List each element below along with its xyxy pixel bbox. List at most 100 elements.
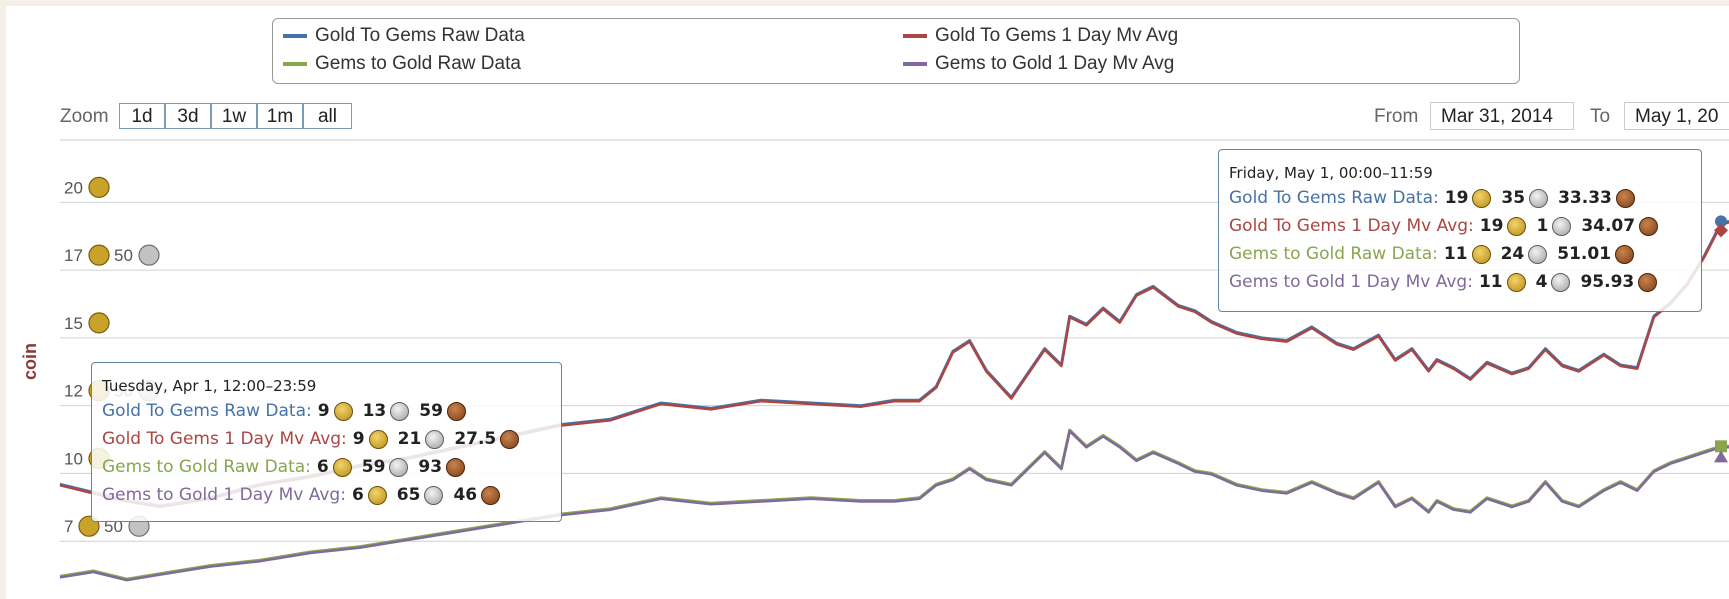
y-tick-label: 15 [64, 314, 83, 333]
gold-coin-icon [1471, 244, 1491, 264]
tooltip-row-label: Gems to Gold 1 Day Mv Avg: [1229, 272, 1473, 292]
silver-coin-icon [390, 401, 410, 421]
legend-swatch-gems-to-gold-avg [903, 62, 927, 66]
zoom-button-all[interactable]: all [303, 103, 352, 129]
from-date-input[interactable]: Mar 31, 2014 [1430, 102, 1574, 130]
tooltip-row-label: Gems to Gold Raw Data: [102, 457, 311, 477]
tooltip-silver-value: 24 [1500, 244, 1525, 264]
zoom-label: Zoom [60, 106, 109, 127]
y-tick-label: 17 [64, 246, 83, 265]
tooltip-copper-value: 46 [453, 485, 478, 505]
zoom-button-3d[interactable]: 3d [165, 103, 211, 129]
chart-legend: Gold To Gems Raw Data Gold To Gems 1 Day… [272, 18, 1520, 84]
copper-coin-icon [1615, 244, 1635, 264]
tooltip-row-gold-to-gems-avg: Gold To Gems 1 Day Mv Avg: 19 1 34.07 [1229, 216, 1662, 236]
series-marker-gems-to-gold-avg [1714, 450, 1728, 463]
copper-coin-icon [1638, 272, 1658, 292]
gold-coin-icon [88, 176, 110, 198]
copper-coin-icon [446, 457, 466, 477]
tooltip-row-label: Gems to Gold 1 Day Mv Avg: [102, 485, 346, 505]
gold-coin-icon [333, 401, 353, 421]
tooltip-silver-value: 65 [396, 485, 421, 505]
tooltip-silver-value: 4 [1535, 272, 1548, 292]
tooltip-header: Tuesday, Apr 1, 12:00–23:59 [102, 377, 317, 395]
legend-item-gems-to-gold-avg[interactable]: Gems to Gold 1 Day Mv Avg [903, 53, 1174, 75]
tooltip-gold-value: 19 [1444, 188, 1469, 208]
y-tick-label: 20 [64, 178, 83, 197]
tooltip-may-1: Friday, May 1, 00:00–11:59 Gold To Gems … [1218, 149, 1702, 312]
tooltip-header: Friday, May 1, 00:00–11:59 [1229, 164, 1433, 182]
legend-item-gold-to-gems-raw[interactable]: Gold To Gems Raw Data [283, 25, 525, 47]
tooltip-gold-value: 6 [316, 457, 329, 477]
tooltip-silver-value: 1 [1536, 216, 1549, 236]
y-tick-label: 12 [64, 382, 83, 401]
silver-coin-icon [1551, 272, 1571, 292]
tooltip-copper-value: 95.93 [1580, 272, 1635, 292]
gold-coin-icon [1507, 216, 1527, 236]
silver-coin-icon [424, 485, 444, 505]
zoom-button-1d[interactable]: 1d [119, 103, 165, 129]
gold-coin-icon [368, 429, 388, 449]
zoom-button-1m[interactable]: 1m [257, 103, 303, 129]
tooltip-silver-value: 21 [397, 429, 422, 449]
tooltip-gold-value: 11 [1478, 272, 1503, 292]
tooltip-row-gems-to-gold-avg: Gems to Gold 1 Day Mv Avg: 6 65 46 [102, 485, 504, 505]
legend-item-gems-to-gold-raw[interactable]: Gems to Gold Raw Data [283, 53, 521, 75]
y-tick-label: 10 [64, 449, 83, 468]
silver-coin-icon [425, 429, 445, 449]
gold-coin-icon [332, 457, 352, 477]
series-marker-gold-to-gems-avg [1714, 223, 1728, 238]
tooltip-row-gems-to-gold-raw: Gems to Gold Raw Data: 6 59 93 [102, 457, 469, 477]
tooltip-row-label: Gold To Gems Raw Data: [102, 401, 312, 421]
tooltip-gold-value: 9 [352, 429, 365, 449]
zoom-button-1w[interactable]: 1w [211, 103, 257, 129]
from-label: From [1374, 106, 1419, 127]
copper-coin-icon [500, 429, 520, 449]
y-axis-title: coin [20, 342, 40, 380]
tooltip-row-label: Gems to Gold Raw Data: [1229, 244, 1438, 264]
y-tick-label: 50 [114, 246, 133, 265]
legend-swatch-gold-to-gems-avg [903, 34, 927, 38]
to-date-input[interactable]: May 1, 20 [1624, 102, 1729, 130]
tooltip-gold-value: 11 [1443, 244, 1468, 264]
legend-label: Gems to Gold Raw Data [315, 53, 521, 74]
tooltip-gold-value: 9 [317, 401, 330, 421]
tooltip-gold-value: 6 [351, 485, 364, 505]
to-label: To [1590, 106, 1611, 127]
gold-coin-icon [1472, 188, 1492, 208]
tooltip-copper-value: 59 [419, 401, 443, 421]
tooltip-gold-value: 19 [1479, 216, 1504, 236]
copper-coin-icon [1639, 216, 1659, 236]
legend-swatch-gold-to-gems-raw [283, 34, 307, 38]
tooltip-copper-value: 27.5 [454, 429, 497, 449]
silver-coin-icon [1528, 244, 1548, 264]
tooltip-row-label: Gold To Gems Raw Data: [1229, 188, 1439, 208]
silver-coin-icon [1552, 216, 1572, 236]
silver-coin-icon [389, 457, 409, 477]
legend-swatch-gems-to-gold-raw [283, 62, 307, 66]
series-marker-gems-to-gold-raw [1715, 440, 1727, 453]
tooltip-copper-value: 33.33 [1558, 188, 1612, 208]
tooltip-row-gems-to-gold-avg: Gems to Gold 1 Day Mv Avg: 11 4 95.93 [1229, 272, 1661, 292]
gold-coin-icon [88, 312, 110, 334]
silver-coin-icon [1529, 188, 1549, 208]
tooltip-silver-value: 35 [1501, 188, 1526, 208]
legend-item-gold-to-gems-avg[interactable]: Gold To Gems 1 Day Mv Avg [903, 25, 1178, 47]
tooltip-row-gold-to-gems-avg: Gold To Gems 1 Day Mv Avg: 9 21 27.5 [102, 429, 523, 449]
copper-coin-icon [446, 401, 466, 421]
tooltip-row-gold-to-gems-raw: Gold To Gems Raw Data: 9 13 59 [102, 401, 470, 421]
series-marker-gold-to-gems-raw [1715, 215, 1727, 228]
gold-coin-icon [1506, 272, 1526, 292]
gold-coin-icon [367, 485, 387, 505]
tooltip-copper-value: 34.07 [1581, 216, 1636, 236]
tooltip-copper-value: 93 [418, 457, 443, 477]
tooltip-row-gold-to-gems-raw: Gold To Gems Raw Data: 19 35 33.33 [1229, 188, 1639, 208]
silver-coin-icon [138, 244, 160, 266]
y-tick-label: 7 [64, 517, 73, 536]
tooltip-apr-1: Tuesday, Apr 1, 12:00–23:59 Gold To Gems… [91, 362, 562, 522]
copper-coin-icon [1615, 188, 1635, 208]
tooltip-row-label: Gold To Gems 1 Day Mv Avg: [102, 429, 347, 449]
legend-label: Gold To Gems Raw Data [315, 25, 525, 46]
tooltip-row-gems-to-gold-raw: Gems to Gold Raw Data: 11 24 51.01 [1229, 244, 1638, 264]
tooltip-copper-value: 51.01 [1557, 244, 1612, 264]
